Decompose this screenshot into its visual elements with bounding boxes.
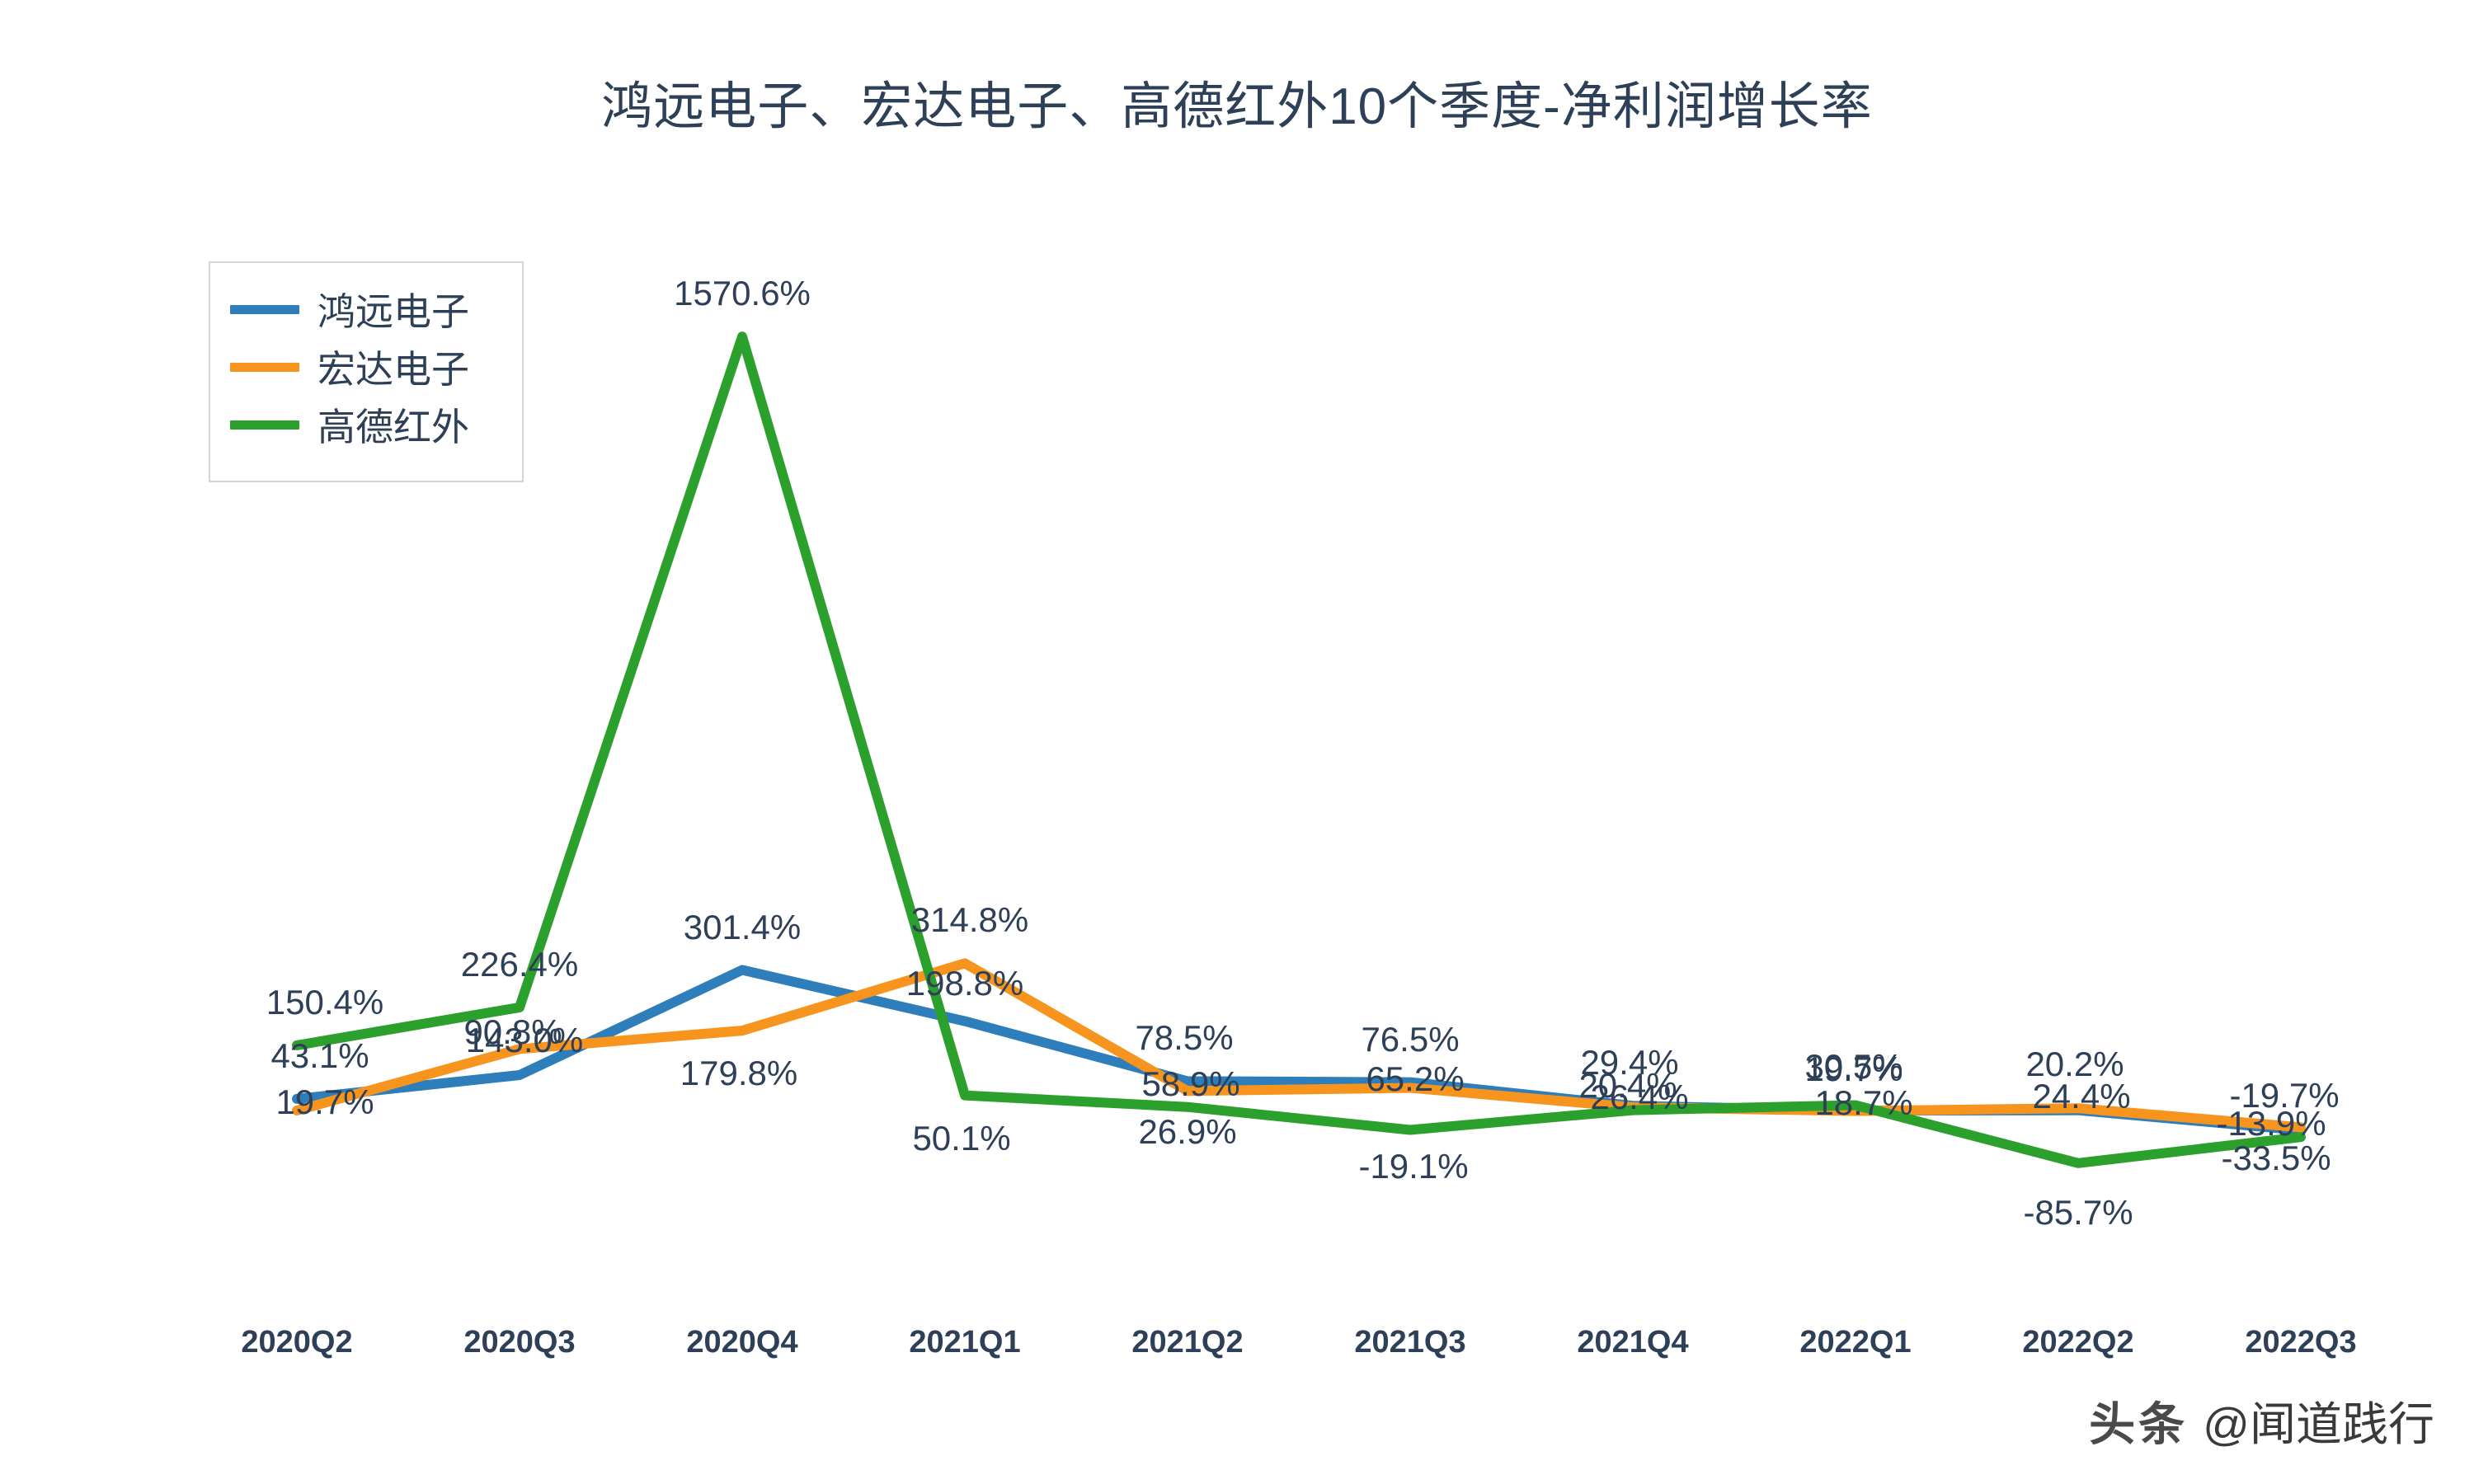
x-tick-0: 2020Q2 (241, 1325, 353, 1360)
x-tick-7: 2022Q1 (1799, 1325, 1912, 1360)
legend-label-series-1: 宏达电子 (317, 348, 469, 391)
data-label-s2-p2: 1570.6% (674, 274, 811, 313)
data-label-s1-p9: -13.9% (2216, 1104, 2326, 1144)
legend-swatch-series-1 (230, 362, 299, 372)
data-label-s1-p8: 24.4% (2032, 1077, 2131, 1116)
data-label-s0-p2: 301.4% (683, 907, 802, 946)
watermark: 头条 @闻道践行 (2089, 1388, 2434, 1454)
data-label-s1-p6: 26.4% (1590, 1077, 1689, 1116)
legend-label-series-0: 鸿远电子 (317, 290, 469, 333)
series-line-2 (292, 331, 2306, 1168)
x-tick-3: 2021Q1 (909, 1325, 1021, 1360)
data-label-s2-p3: 50.1% (912, 1118, 1011, 1158)
x-tick-8: 2022Q2 (2022, 1325, 2134, 1360)
data-label-s2-p5: -19.1% (1358, 1146, 1469, 1186)
data-label-s0-p3: 198.8% (905, 963, 1024, 1003)
data-label-s0-p1: 90.8% (463, 1012, 562, 1051)
data-label-s1-p2: 179.8% (680, 1054, 798, 1093)
x-tick-2: 2020Q4 (686, 1325, 798, 1360)
data-label-s2-p8: -85.7% (2023, 1192, 2133, 1232)
data-label-s1-p5: 65.2% (1366, 1059, 1465, 1099)
data-label-s2-p1: 226.4% (460, 944, 579, 984)
series-line-1 (292, 958, 2306, 1133)
watermark-platform: 头条 (2089, 1398, 2189, 1450)
data-label-s2-p6: 20.4% (1578, 1065, 1677, 1105)
legend-item-1[interactable]: 宏达电子 (230, 342, 469, 392)
data-label-s1-p4: 58.9% (1141, 1064, 1240, 1104)
data-label-s1-p3: 314.8% (910, 900, 1029, 940)
data-label-s1-p0: 19.7% (275, 1082, 374, 1122)
data-label-s2-p0: 150.4% (266, 982, 384, 1021)
legend-swatch-series-2 (230, 420, 299, 430)
data-label-s0-p7: 19.7% (1804, 1050, 1903, 1089)
data-label-s0-p8: 20.2% (2025, 1044, 2124, 1083)
legend-swatch-series-0 (230, 304, 299, 314)
x-tick-6: 2021Q4 (1577, 1325, 1689, 1360)
x-tick-1: 2020Q3 (463, 1325, 576, 1360)
x-tick-5: 2021Q3 (1354, 1325, 1466, 1360)
data-label-s1-p7: 18.7% (1814, 1082, 1913, 1122)
data-label-s0-p4: 78.5% (1135, 1018, 1234, 1058)
data-label-s0-p5: 76.5% (1361, 1019, 1460, 1059)
legend-item-2[interactable]: 高德红外 (230, 400, 469, 449)
data-label-s2-p7: 30.5% (1804, 1047, 1903, 1087)
watermark-author: @闻道践行 (2203, 1398, 2434, 1450)
chart-legend: 鸿远电子 宏达电子 高德红外 (209, 261, 524, 482)
data-label-s0-p9: -19.7% (2229, 1075, 2340, 1115)
x-tick-4: 2021Q2 (1131, 1325, 1244, 1360)
x-tick-9: 2022Q3 (2245, 1325, 2357, 1360)
data-label-s1-p1: 143.0% (465, 1021, 584, 1060)
chart-title: 鸿远电子、宏达电子、高德红外10个季度-净利润增长率 (601, 78, 1873, 135)
data-label-s0-p0: 43.1% (270, 1036, 369, 1075)
data-label-s0-p6: 29.4% (1580, 1043, 1679, 1082)
data-label-s2-p9: -33.5% (2221, 1139, 2331, 1178)
legend-item-0[interactable]: 鸿远电子 (230, 284, 469, 334)
legend-label-series-2: 高德红外 (317, 406, 469, 448)
data-label-s2-p4: 26.9% (1138, 1111, 1237, 1151)
